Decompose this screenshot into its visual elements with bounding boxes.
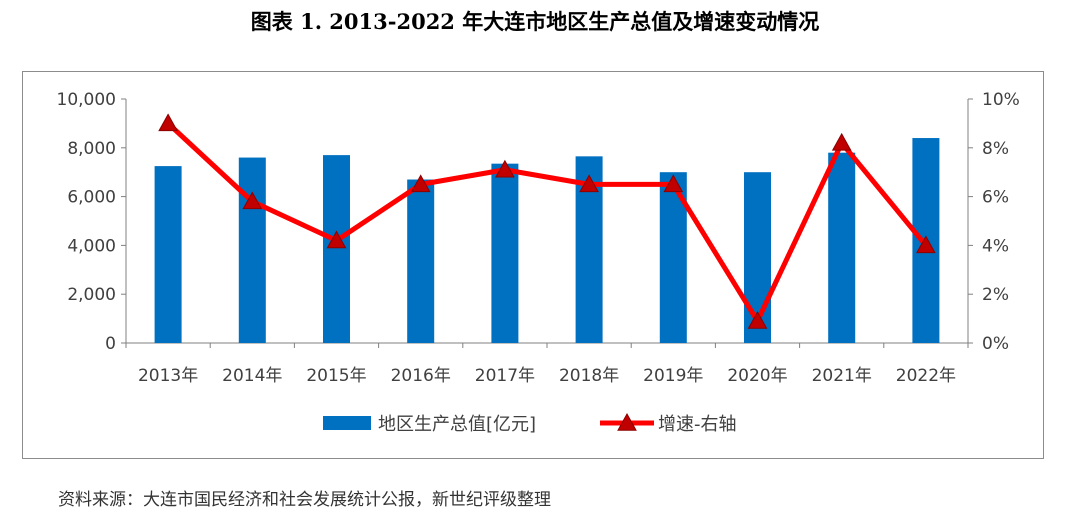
x-tick-label: 2022年: [896, 366, 956, 386]
x-tick-label: 2021年: [812, 366, 872, 386]
x-tick-label: 2016年: [391, 366, 451, 386]
line-point: [410, 174, 431, 193]
line-point: [916, 235, 936, 254]
x-tick-label: 2020年: [727, 366, 787, 386]
line-point: [242, 191, 263, 210]
left-tick-label: 0: [105, 334, 116, 354]
line-point: [747, 311, 768, 329]
legend-bar-swatch: [323, 416, 371, 430]
right-tick-label: 0%: [982, 334, 1009, 354]
x-tick-label: 2017年: [475, 366, 535, 386]
bar: [154, 166, 182, 343]
right-tick-label: 10%: [982, 90, 1020, 110]
right-tick-label: 2%: [982, 285, 1009, 305]
right-tick-label: 4%: [982, 236, 1009, 256]
line-point: [579, 174, 599, 193]
left-tick-label: 10,000: [57, 90, 116, 110]
bar: [407, 179, 435, 343]
bar: [491, 163, 519, 343]
x-tick-label: 2018年: [559, 366, 619, 386]
left-tick-label: 4,000: [67, 236, 116, 256]
right-tick-label: 8%: [982, 139, 1009, 159]
bar: [238, 157, 266, 343]
legend-line-marker: [617, 412, 637, 431]
x-tick-label: 2019年: [643, 366, 703, 386]
legend-line-label: 增速-右轴: [658, 414, 737, 435]
bar: [323, 155, 350, 343]
growth-line: [166, 121, 928, 324]
legend-bar-label: 地区生产总值[亿元]: [378, 414, 536, 435]
line-point: [831, 132, 852, 151]
line-point: [326, 230, 347, 249]
left-tick-label: 2,000: [67, 285, 116, 305]
chart-title: 图表 1. 2013-2022 年大连市地区生产总值及增速变动情况: [250, 9, 820, 34]
left-tick-label: 8,000: [67, 139, 116, 159]
left-tick-label: 6,000: [67, 188, 116, 208]
source-note: 资料来源：大连市国民经济和社会发展统计公报，新世纪评级整理: [58, 490, 551, 510]
line-point: [663, 174, 684, 193]
chart-frame: [22, 71, 1044, 459]
x-tick-label: 2014年: [222, 366, 282, 386]
line-point: [495, 159, 515, 178]
x-tick-label: 2013年: [138, 366, 198, 386]
line-point: [158, 113, 178, 132]
right-tick-label: 6%: [982, 188, 1009, 208]
x-tick-label: 2015年: [306, 366, 366, 386]
bar: [828, 152, 856, 343]
